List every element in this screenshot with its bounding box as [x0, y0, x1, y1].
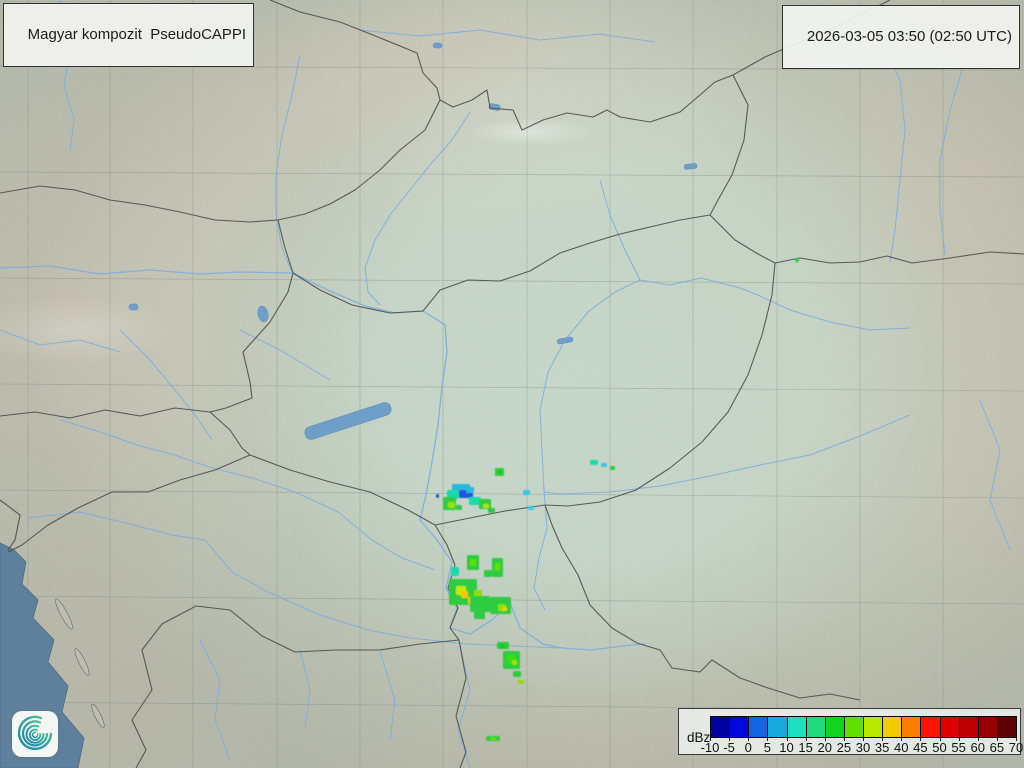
dbz-color-cell [806, 717, 826, 737]
dbz-color-cell [864, 717, 884, 737]
dbz-tick-mark [843, 738, 845, 741]
spiral-logo-icon [17, 715, 53, 750]
radar-echo [502, 607, 507, 611]
dbz-tick-mark [901, 738, 903, 741]
radar-echo [512, 660, 517, 665]
dbz-tick-mark [939, 738, 941, 741]
dbz-colorbar [710, 716, 1017, 738]
dbz-color-cell [711, 717, 731, 737]
dbz-tick-mark [824, 738, 826, 741]
product-label: Magyar kompozit PseudoCAPPI [27, 26, 247, 43]
radar-echo [513, 671, 521, 677]
dbz-color-cell [730, 717, 750, 737]
dbz-color-cell [978, 717, 998, 737]
radar-echo [484, 570, 492, 577]
radar-echo [436, 494, 439, 498]
dbz-color-cell [749, 717, 769, 737]
dbz-tick-mark [920, 738, 922, 741]
dbz-tick-label: 10 [779, 740, 794, 755]
radar-echo [518, 680, 524, 684]
radar-echo [470, 559, 476, 566]
radar-echo [495, 563, 500, 571]
dbz-tick-label: 20 [817, 740, 832, 755]
dbz-tick-mark [996, 738, 998, 741]
radar-echo [447, 490, 459, 499]
radar-echo [498, 470, 502, 474]
radar-echo [483, 504, 489, 508]
radar-echo [451, 567, 459, 576]
dbz-tick-mark [882, 738, 884, 741]
radar-echo [466, 487, 474, 493]
dbz-tick-mark [748, 738, 750, 741]
dbz-color-cell [825, 717, 845, 737]
dbz-tick-mark [977, 738, 979, 741]
dbz-tick-label: 70 [1008, 740, 1024, 755]
dbz-color-cell [883, 717, 903, 737]
radar-echo [795, 258, 799, 262]
radar-echo [490, 737, 496, 740]
dbz-tick-mark [1016, 738, 1017, 741]
product-label-box: Magyar kompozit PseudoCAPPI [3, 3, 255, 67]
dbz-color-cell [902, 717, 922, 737]
radar-echo [456, 505, 462, 510]
radar-echo [461, 591, 468, 598]
dbz-tick-label: 60 [970, 740, 985, 755]
dbz-tick-mark [863, 738, 864, 741]
radar-echo [500, 644, 505, 648]
dbz-tick-label: 50 [932, 740, 947, 755]
dbz-tick-label: -10 [700, 740, 720, 755]
dbz-color-cell [921, 717, 941, 737]
radar-echo [601, 463, 607, 467]
dbz-tick-label: 0 [744, 740, 752, 755]
dbz-legend: dBz -10 -5 0 5 10 15 20 25 30 35 40 45 50 55 60 65 70 [678, 708, 1024, 755]
lake-balaton [304, 402, 392, 440]
radar-echo [470, 596, 490, 612]
dbz-tick-label: 30 [855, 740, 871, 755]
dbz-color-cell [768, 717, 788, 737]
dbz-tick-mark [958, 738, 960, 741]
dbz-color-cell [959, 717, 979, 737]
radar-echo [528, 506, 534, 510]
dbz-tick-mark [805, 738, 807, 741]
radar-echo [452, 484, 470, 491]
dbz-color-cell [997, 717, 1016, 737]
dbz-color-cell [844, 717, 864, 737]
dbz-tick-label: 5 [763, 740, 771, 755]
radar-echo [523, 490, 530, 495]
dbz-color-cell [940, 717, 960, 737]
radar-echo [610, 466, 615, 470]
timestamp-box: 2026-03-05 03:50 (02:50 UTC) [782, 5, 1020, 69]
dbz-tick-mark [786, 738, 788, 741]
dbz-tick-label: -5 [723, 740, 735, 755]
dbz-tick-label: 40 [894, 740, 909, 755]
dbz-tick-mark [710, 738, 711, 741]
dbz-tick-label: 15 [798, 740, 813, 755]
dbz-tick-label: 25 [836, 740, 852, 755]
timestamp-label: 2026-03-05 03:50 (02:50 UTC) [806, 28, 1012, 45]
dbz-tick-label: 35 [874, 740, 890, 755]
dbz-tick-label: 65 [989, 740, 1005, 755]
lake-neusiedl [257, 305, 269, 323]
dbz-tick-label: 45 [913, 740, 928, 755]
radar-echo [448, 502, 455, 508]
radar-echo [590, 460, 598, 465]
met-service-logo [12, 711, 58, 757]
dbz-tick-label: 55 [951, 740, 966, 755]
dbz-tick-mark [729, 738, 731, 741]
lakes [128, 42, 698, 440]
dbz-tick-mark [767, 738, 769, 741]
dbz-color-cell [787, 717, 807, 737]
radar-echo [474, 611, 485, 619]
radar-echo [469, 497, 481, 505]
radar-echo [488, 508, 495, 513]
dbz-unit-label: dBz [687, 730, 711, 745]
